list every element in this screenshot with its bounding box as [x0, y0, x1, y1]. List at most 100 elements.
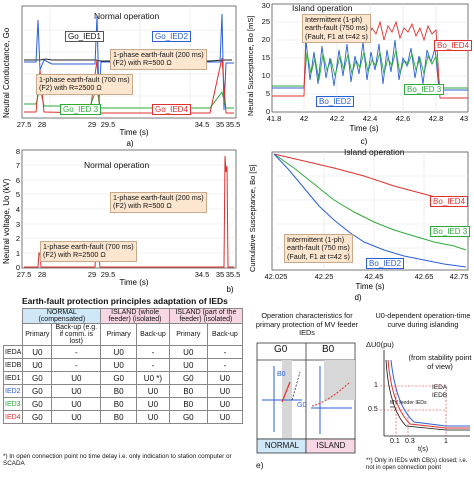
y-axis-label: ΔU0(pu) [366, 340, 394, 349]
x-tick: 27.5 [17, 270, 32, 279]
x-tick: 29.5 [101, 270, 116, 279]
x-tick: 35.5 [226, 270, 240, 279]
legend-ied2: Go_IED2 [152, 31, 191, 42]
normal-label: NORMAL [264, 441, 300, 450]
u0-curve-title: U0-dependent operation-time curve during… [375, 311, 471, 329]
table-cell: U0 [168, 345, 208, 359]
table-cell: G0 [22, 397, 53, 411]
table-row: IEDA U0- U0- U0- [2, 345, 244, 359]
panel-title: Normal operation [84, 160, 150, 170]
x-axis-label: Time (s) [119, 128, 148, 137]
legend-ied-b: IEDB [432, 392, 448, 399]
table-row: IED4 G0 U0 B0 U0 G0 U0 [2, 410, 244, 424]
x-tick: 42.8 [429, 114, 444, 123]
x-tick: 35 [216, 270, 224, 279]
y-tick: 7 [16, 161, 20, 170]
caption: d) [354, 293, 361, 302]
x-tick: 34.5 [195, 120, 210, 129]
y-tick: 30 [262, 1, 270, 10]
y-tick: 15 [262, 53, 270, 62]
table-cell: - [206, 345, 244, 359]
y-tick: 3 [16, 220, 20, 229]
y-tick: 20 [262, 35, 270, 44]
y-tick: 2 [16, 234, 20, 243]
cum-bo-ied2-trace [273, 153, 467, 268]
subheader: Back-up [136, 323, 170, 346]
y-tick: 0 [266, 107, 270, 116]
y-tick: 0.5 [368, 406, 378, 413]
table-cell: U0 [51, 397, 102, 411]
table-cell: B0 [168, 397, 208, 411]
x-tick: 42 [300, 114, 308, 123]
table-cell: G0 [22, 371, 53, 385]
panel-a: 27.5 28 29 29.5 34.5 35 35.5 Time (s) a)… [0, 0, 240, 148]
table-title: Earth-fault protection principles adapta… [22, 296, 228, 306]
table-cell: U0 [22, 345, 53, 359]
legend-ied3: Go_IED 3 [60, 104, 102, 115]
x-tick: 42.025 [265, 272, 288, 281]
header-island-part: ISLAND (part of the feeder) (isolated) [168, 308, 244, 324]
x-tick: 42.6 [396, 114, 411, 123]
island-label: ISLAND [316, 441, 346, 450]
table-cell: U0 [100, 358, 138, 372]
table-cell: U0 [136, 410, 170, 424]
x-tick: 34.5 [195, 270, 210, 279]
subheader: Primary [168, 323, 208, 346]
subheader: Primary [22, 323, 53, 346]
x-axis-label: Time (s) [355, 282, 384, 291]
x-tick: 35.5 [226, 120, 240, 129]
table-row: IED3 G0 U0 B0 U0 B0 U0 [2, 397, 244, 411]
stability-note: (from stability point of view) [408, 353, 472, 371]
row-label: IEDA [2, 345, 24, 359]
y-tick: 4 [16, 205, 20, 214]
x-tick: 42.75 [450, 272, 469, 281]
legend-ied4: Bo_IED4 [434, 40, 473, 51]
annotation-500ohm: 1-phase earth-fault (200 ms) (F2) with R… [110, 49, 207, 70]
caption: a) [126, 139, 133, 148]
g0-axis-label: G0 [297, 402, 307, 409]
legend-ied4: Go_IED4 [152, 104, 191, 115]
panel-title: Island operation [292, 3, 353, 13]
row-label: IED4 [2, 410, 24, 424]
table-cell: U0 [206, 410, 244, 424]
legend-ied2: Bo_IED2 [366, 258, 405, 269]
x-tick: 29 [88, 270, 96, 279]
y-tick: 6 [16, 176, 20, 185]
panel-title: Island operation [344, 147, 405, 157]
y-tick: 5 [16, 190, 20, 199]
panel-c: 0 5 10 15 20 25 30 41.8 42 42.2 42.4 42.… [244, 0, 474, 148]
y-tick: 25 [262, 17, 270, 26]
table-cell: B0 [168, 384, 208, 398]
x-tick: 42.25 [315, 272, 334, 281]
annotation-2500ohm: 1-phase earth-fault (700 ms) (F2) with R… [36, 74, 133, 95]
x-tick: 42.65 [415, 272, 434, 281]
cum-bo-ied3-trace [273, 153, 467, 251]
x-tick: 42.45 [365, 272, 384, 281]
table-cell: B0 [100, 384, 138, 398]
panel-b: 0 1 2 3 4 5 6 7 8 27.5 28 29 29.5 34.5 3… [0, 146, 240, 294]
y-axis-label: Cumulative Susceptance, Bo [S] [248, 164, 257, 272]
table-cell: U0 [51, 384, 102, 398]
table-cell: - [136, 345, 170, 359]
panel-d: 42.025 42.25 42.45 42.65 42.75 Time (s) … [244, 146, 474, 302]
table-cell: - [51, 358, 102, 372]
go-ied2-trace [24, 13, 234, 111]
table-cell: - [206, 358, 244, 372]
y-tick: 1 [374, 382, 378, 389]
b0-header: B0 [322, 344, 335, 355]
legend-ied2: Bo_IED2 [316, 96, 355, 107]
row-label: IED2 [2, 384, 24, 398]
x-tick: 28 [38, 120, 46, 129]
panel-d-plot: 42.025 42.25 42.45 42.65 42.75 Time (s) … [248, 151, 469, 302]
x-tick: 42.2 [330, 114, 345, 123]
table-cell: U0 [206, 384, 244, 398]
subheader: Primary [100, 323, 138, 346]
x-tick: 0.3 [405, 438, 415, 445]
bo-ied2-trace [272, 39, 468, 91]
legend-ied1: Go_IED1 [65, 31, 104, 42]
op-char-diagram: G0 B0 B0 G0 NORMAL ISLAND [256, 342, 356, 454]
panel-title: Normal operation [94, 11, 160, 21]
table-cell: - [136, 358, 170, 372]
y-tick: 0 [16, 263, 20, 272]
table-cell: U0 [136, 397, 170, 411]
